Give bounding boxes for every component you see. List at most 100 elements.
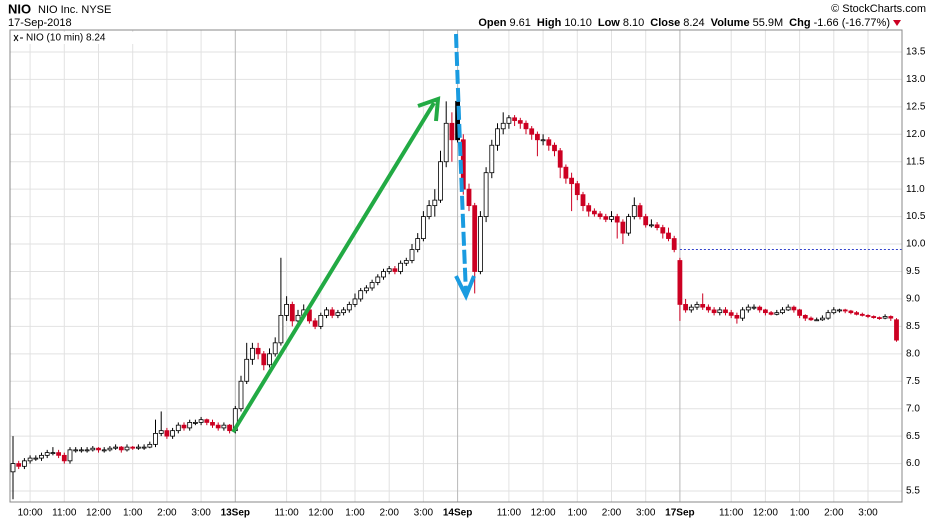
x-tick-label: 17Sep [665,508,694,519]
x-tick-label: 13Sep [221,508,250,519]
candle-body [797,309,802,316]
candle-body [369,282,375,289]
candle-body [859,313,865,316]
x-tick-label: 12:00 [308,508,333,519]
x-tick-label: 11:00 [52,508,77,519]
candle-body [443,122,449,163]
candle-body [329,309,335,316]
candle-body [894,319,899,341]
candle-body [780,309,785,314]
candle-body [335,312,341,316]
candle-body [546,139,552,146]
candle-body [785,306,791,311]
quote-line: Open 9.61 High 10.10 Low 8.10 Close 8.24 Volume 5… [478,17,890,29]
candle-body [728,312,734,316]
candle-body [706,306,711,311]
candle-body [688,306,694,311]
annotations [231,33,476,434]
candle-body [820,317,825,321]
x-tick-label: 10:00 [18,508,43,519]
y-tick-label: 6.5 [906,431,920,442]
candle-body [449,122,455,141]
symbol: NIO [8,1,31,16]
y-tick-label: 8.5 [906,321,920,332]
candle-body [557,150,563,168]
candle-body [318,314,324,327]
candle-body [352,298,358,305]
quote-value: 55.9M [753,17,784,29]
candle-body [842,309,848,312]
candle-body [44,452,50,456]
candle-body [147,443,153,448]
candle-body [215,424,221,429]
candle-body [175,424,181,432]
candle-body [432,199,438,207]
candle-body [381,271,386,278]
candle-body [717,309,723,314]
quote-value: -1.66 (-16.77%) [814,17,890,29]
y-tick-label: 13.0 [906,74,926,85]
candle-body [358,290,364,300]
candle-body [164,430,170,437]
candle-body [84,449,90,452]
candle-body [249,347,255,360]
candle-body [723,309,728,314]
candle-body [734,314,740,319]
y-tick-label: 10.0 [906,239,926,250]
x-tick-label: 12:00 [86,508,111,519]
candle-body [574,183,580,196]
candle-body [170,430,176,437]
x-tick-label: 14Sep [443,508,472,519]
x-tick-label: 11:00 [719,508,744,519]
candle-body [124,446,130,451]
candle-body [118,446,124,451]
candle-body [33,457,39,460]
x-tick-label: 1:00 [790,508,810,519]
candle-body [363,287,369,292]
candle-body [517,120,523,124]
candle-body [426,205,432,218]
candle-body [854,312,859,315]
candle-body [295,314,301,322]
candle-body [61,454,67,462]
candle-body [375,276,381,283]
y-tick-label: 10.5 [906,211,926,222]
candle-body [552,144,557,152]
candle-body [135,446,141,449]
candle-body [597,213,603,218]
candle-body [802,314,808,319]
candle-body [768,312,774,315]
y-tick-label: 5.5 [906,486,920,497]
candle-body [403,260,409,264]
candle-body [506,117,512,124]
candle-body [763,309,768,314]
candle-body [21,460,27,467]
candle-body [877,317,882,319]
candle-body [466,188,472,207]
x-tick-label: 3:00 [191,508,211,519]
candle-body [660,227,666,234]
quote-value: 8.24 [683,17,704,29]
green-arrow [231,101,436,434]
candle-body [267,353,272,366]
candle-body [745,306,751,311]
candle-body [472,205,478,272]
quote-value: 9.61 [509,17,530,29]
candle-body [609,216,614,220]
y-tick-label: 9.0 [906,294,920,305]
candle-body [90,447,96,451]
candle-body [831,309,837,314]
candle-body [523,122,529,130]
candle-body [580,194,586,207]
x-tick-label: 11:00 [497,508,522,519]
candle-body [244,358,250,382]
x-tick-label: 12:00 [753,508,778,519]
candle-body [438,161,443,201]
quote-label: Volume [711,17,750,29]
candle-body [101,449,107,452]
candle-body [495,128,500,146]
quote-label: Close [650,17,680,29]
y-tick-label: 12.0 [906,129,926,140]
candle-body [204,419,210,423]
